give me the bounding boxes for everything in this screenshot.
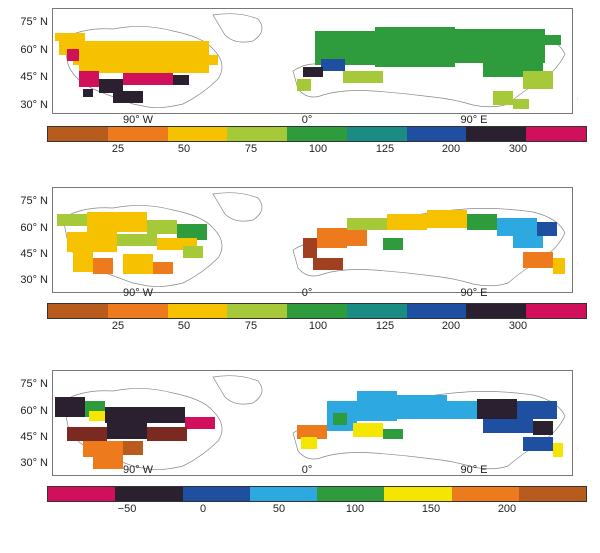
map-2 [52,187,573,293]
colorbar-tick: 300 [508,320,528,332]
colorbar-segment [48,304,108,318]
colorbar-tick: 125 [375,143,395,155]
colorbar-tick: 25 [111,143,125,155]
lat-label-45: 45° N [20,71,48,83]
lat-label-30: 30° N [20,457,48,469]
lon-label-90e: 90° E [460,464,488,476]
colorbar-tick: −50 [117,503,137,515]
lon-label-90e: 90° E [460,287,488,299]
colorbar-segment [249,487,317,501]
colorbar-segment [518,487,586,501]
lon-label-90w: 90° W [122,287,154,299]
lat-label-60: 60° N [20,222,48,234]
colorbar-1 [47,126,587,142]
lat-label-75: 75° N [20,16,48,28]
colorbar-segment [287,127,347,141]
colorbar-segment [167,127,228,141]
panel-side-label: ... [574,261,579,265]
colorbar-tick: 25 [111,320,125,332]
colorbar-segment [406,127,467,141]
colorbar-segment [384,487,452,501]
colorbar-2 [47,303,587,319]
lon-label-0: 0° [301,464,313,476]
lat-label-75: 75° N [20,378,48,390]
colorbar-tick: 50 [177,143,191,155]
colorbar-segment [107,304,168,318]
colorbar-segment [115,487,183,501]
lat-label-45: 45° N [20,431,48,443]
panel-side-label: ... [574,446,579,450]
colorbar-segment [466,127,527,141]
colorbar-tick: 0 [199,503,207,515]
lat-label-45: 45° N [20,248,48,260]
colorbar-segment [227,127,288,141]
colorbar-tick: 300 [508,143,528,155]
colorbar-segment [48,487,116,501]
lon-label-0: 0° [301,114,313,126]
colorbar-segment [346,304,407,318]
colorbar-tick: 75 [244,143,258,155]
colorbar-segment [167,304,228,318]
colorbar-segment [346,127,407,141]
colorbar-segment [107,127,168,141]
lon-label-90e: 90° E [460,114,488,126]
lat-label-60: 60° N [20,44,48,56]
lon-label-90w: 90° W [122,114,154,126]
colorbar-segment [406,304,467,318]
map-1 [52,8,573,114]
colorbar-tick: 75 [244,320,258,332]
colorbar-segment [287,304,347,318]
lon-label-90w: 90° W [122,464,154,476]
colorbar-segment [48,127,108,141]
lon-label-0: 0° [301,287,313,299]
lat-label-60: 60° N [20,405,48,417]
colorbar-tick: 200 [441,320,461,332]
colorbar-segment [227,304,288,318]
colorbar-segment [526,127,587,141]
colorbar-3 [47,486,587,502]
colorbar-tick: 50 [177,320,191,332]
panel-side-label: ... [574,96,579,100]
map-3 [52,370,573,476]
lat-label-75: 75° N [20,195,48,207]
colorbar-tick: 50 [272,503,286,515]
colorbar-segment [451,487,519,501]
colorbar-tick: 150 [421,503,441,515]
colorbar-segment [182,487,250,501]
colorbar-segment [526,304,587,318]
colorbar-segment [466,304,527,318]
colorbar-tick: 200 [441,143,461,155]
colorbar-tick: 100 [345,503,365,515]
colorbar-tick: 100 [308,143,328,155]
colorbar-tick: 125 [375,320,395,332]
lat-label-30: 30° N [20,274,48,286]
colorbar-tick: 200 [497,503,517,515]
colorbar-tick: 100 [308,320,328,332]
lat-label-30: 30° N [20,99,48,111]
colorbar-segment [317,487,385,501]
